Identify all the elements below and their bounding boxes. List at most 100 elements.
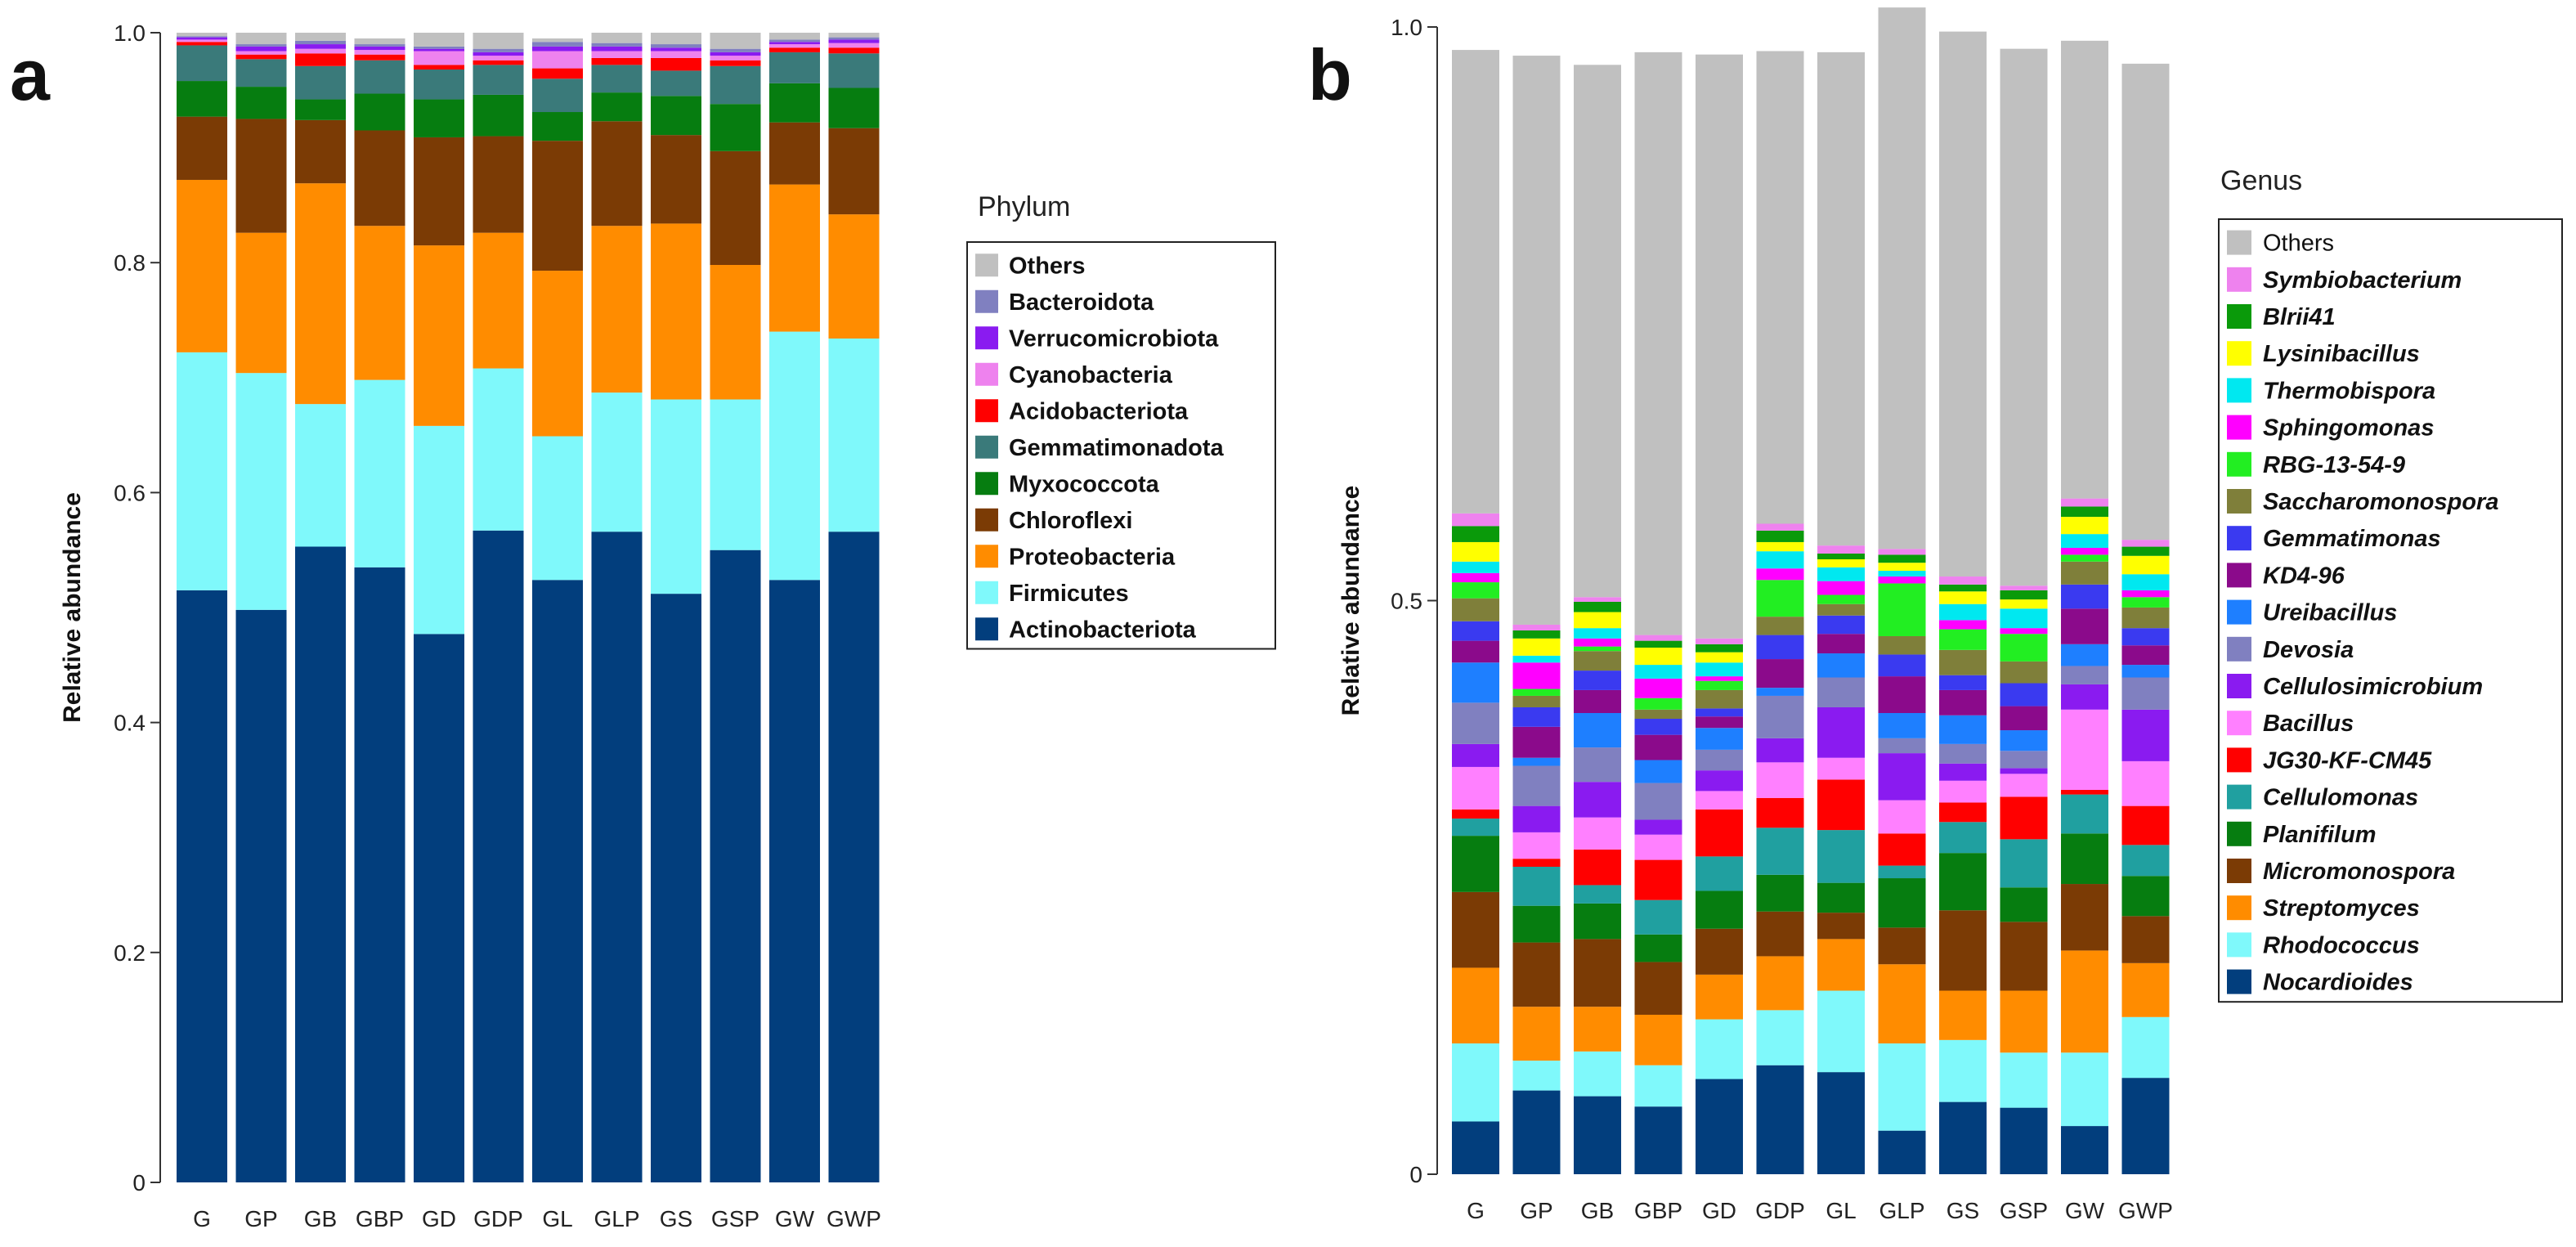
- a-bar-gd-verrucomicrobiota: [414, 48, 464, 52]
- b-bar-gw-cellulosimicrobium: [2061, 684, 2108, 710]
- a-x-tick-label-glp: GLP: [594, 1206, 639, 1231]
- a-x-tick-label-gsp: GSP: [711, 1206, 759, 1231]
- b-bar-glp-thermobispora: [1878, 571, 1926, 577]
- b-bar-g-thermobispora: [1452, 561, 1499, 573]
- b-bar-g-devosia: [1452, 702, 1499, 744]
- b-bar-gd-thermobispora: [1696, 662, 1743, 677]
- b-bar-gd-ureibacillus: [1696, 728, 1743, 750]
- b-bar-gs-cellulosimicrobium: [1939, 763, 1987, 781]
- a-bar-gw-chloroflexi: [769, 122, 820, 185]
- a-bar-g-bacteroidota: [177, 36, 227, 38]
- b-bar-gl-planifilum: [1817, 882, 1865, 913]
- b-bar-gp-sphingomonas: [1512, 662, 1561, 689]
- b-bar-gp-cellulomonas: [1512, 866, 1561, 906]
- b-bar-gwp-cellulomonas: [2121, 845, 2170, 877]
- a-legend-label-proteobacteria: Proteobacteria: [1009, 544, 1176, 570]
- panel-label-a: a: [10, 34, 51, 115]
- a-y-tick-label-1: 0.2: [114, 940, 146, 966]
- b-bar-gl-bacillus: [1817, 757, 1865, 780]
- b-bar-gbp-rhodococcus: [1634, 1065, 1682, 1107]
- b-bar-glp-gemmatimonas: [1878, 654, 1926, 677]
- b-bar-gw-nocardioides: [2061, 1126, 2108, 1174]
- b-legend-label-jg30-kf-cm45: JG30-KF-CM45: [2263, 747, 2432, 774]
- b-bar-g-cellulomonas: [1452, 819, 1499, 837]
- b-bar-gw-lysinibacillus: [2061, 517, 2108, 535]
- b-bar-glp-kd4-96: [1878, 676, 1926, 713]
- b-bar-gwp-jg30-kf-cm45: [2121, 805, 2170, 846]
- a-bar-gp-others: [235, 33, 287, 45]
- a-bar-gdp-cyanobacteria: [473, 56, 524, 61]
- b-bar-gd-devosia: [1696, 749, 1743, 771]
- a-bar-gdp-bacteroidota: [473, 48, 524, 52]
- b-bar-gp-symbiobacterium: [1512, 624, 1561, 630]
- a-bar-gs-others: [651, 33, 701, 45]
- b-y-tick-label-0: 0: [1409, 1162, 1422, 1187]
- b-x-tick-label-gp: GP: [1520, 1198, 1552, 1223]
- a-bar-gbp-myxococcota: [354, 93, 405, 131]
- b-legend-swatch-micromonospora: [2227, 859, 2251, 883]
- b-x-tick-label-gs: GS: [1947, 1198, 1979, 1223]
- b-bar-gb-others: [1574, 65, 1621, 598]
- a-y-tick-label-4: 0.8: [114, 250, 146, 276]
- b-bar-gdp-nocardioides: [1756, 1065, 1804, 1174]
- a-bar-gp-cyanobacteria: [235, 51, 287, 55]
- b-y-axis-label: Relative abundance: [1337, 486, 1364, 716]
- a-x-tick-label-gbp: GBP: [356, 1206, 404, 1231]
- b-bar-gb-blrii41: [1574, 601, 1621, 612]
- b-bar-glp-others: [1878, 7, 1926, 549]
- b-bar-gwp-saccharomonospora: [2121, 607, 2170, 629]
- a-bar-g-chloroflexi: [177, 116, 227, 180]
- b-bar-gb-cellulomonas: [1574, 885, 1621, 904]
- b-bar-gp-cellulosimicrobium: [1512, 805, 1561, 832]
- b-bar-gl-devosia: [1817, 677, 1865, 707]
- b-bar-gd-planifilum: [1696, 890, 1743, 929]
- a-legend-label-verrucomicrobiota: Verrucomicrobiota: [1009, 325, 1219, 352]
- b-bar-gw-sphingomonas: [2061, 547, 2108, 555]
- a-bar-g-verrucomicrobiota: [177, 37, 227, 40]
- b-bar-gbp-lysinibacillus: [1634, 648, 1682, 666]
- b-legend-label-devosia: Devosia: [2263, 637, 2354, 663]
- a-bar-gdp-myxococcota: [473, 94, 524, 137]
- b-bar-gw-streptomyces: [2061, 950, 2108, 1053]
- b-bar-gs-sphingomonas: [1939, 620, 1987, 630]
- b-legend-swatch-others: [2227, 230, 2251, 255]
- a-legend-label-others: Others: [1009, 253, 1085, 279]
- a-bar-gwp-others: [828, 33, 880, 38]
- b-bar-gsp-lysinibacillus: [2000, 599, 2048, 609]
- b-bar-gs-rbg-13-54-9: [1939, 629, 1987, 650]
- a-bar-gl-proteobacteria: [532, 271, 583, 437]
- b-bar-gd-sphingomonas: [1696, 676, 1743, 681]
- b-bar-gd-others: [1696, 54, 1743, 639]
- b-bar-gbp-blrii41: [1634, 640, 1682, 648]
- b-bar-gwp-bacillus: [2121, 760, 2170, 806]
- b-bar-gw-planifilum: [2061, 833, 2108, 885]
- a-bar-gl-acidobacteriota: [532, 68, 583, 79]
- b-bar-gbp-nocardioides: [1634, 1106, 1682, 1174]
- b-bar-gp-saccharomonospora: [1512, 695, 1561, 707]
- a-bar-gdp-chloroflexi: [473, 136, 524, 233]
- a-bar-gbp-chloroflexi: [354, 130, 405, 227]
- b-bar-glp-cellulomonas: [1878, 865, 1926, 879]
- a-bar-gbp-acidobacteriota: [354, 54, 405, 61]
- b-bar-gl-jg30-kf-cm45: [1817, 779, 1865, 831]
- b-bar-gdp-saccharomonospora: [1756, 617, 1804, 635]
- a-bar-gp-firmicutes: [235, 373, 287, 610]
- a-bar-gwp-chloroflexi: [828, 128, 880, 215]
- b-bar-gwp-kd4-96: [2121, 645, 2170, 666]
- b-bar-gdp-devosia: [1756, 695, 1804, 738]
- a-bar-gwp-bacteroidota: [828, 37, 880, 40]
- a-x-tick-label-gp: GP: [244, 1206, 277, 1231]
- a-bar-gb-others: [295, 33, 346, 41]
- a-legend-swatch-chloroflexi: [975, 508, 998, 532]
- a-bar-gb-actinobacteriota: [295, 546, 346, 1182]
- a-bar-gbp-cyanobacteria: [354, 50, 405, 55]
- b-bar-gdp-gemmatimonas: [1756, 635, 1804, 660]
- a-bar-gw-verrucomicrobiota: [769, 42, 820, 45]
- b-bar-gd-symbiobacterium: [1696, 638, 1743, 644]
- a-bar-gsp-myxococcota: [710, 104, 761, 151]
- b-bar-gdp-planifilum: [1756, 874, 1804, 912]
- b-bar-gd-gemmatimonas: [1696, 708, 1743, 717]
- b-bar-gdp-streptomyces: [1756, 956, 1804, 1011]
- b-bar-g-cellulosimicrobium: [1452, 743, 1499, 767]
- panel-b-chart: 0 0.5 1.0 Relative abundance G GP GB GBP GD GDP GL…: [1337, 7, 2563, 1223]
